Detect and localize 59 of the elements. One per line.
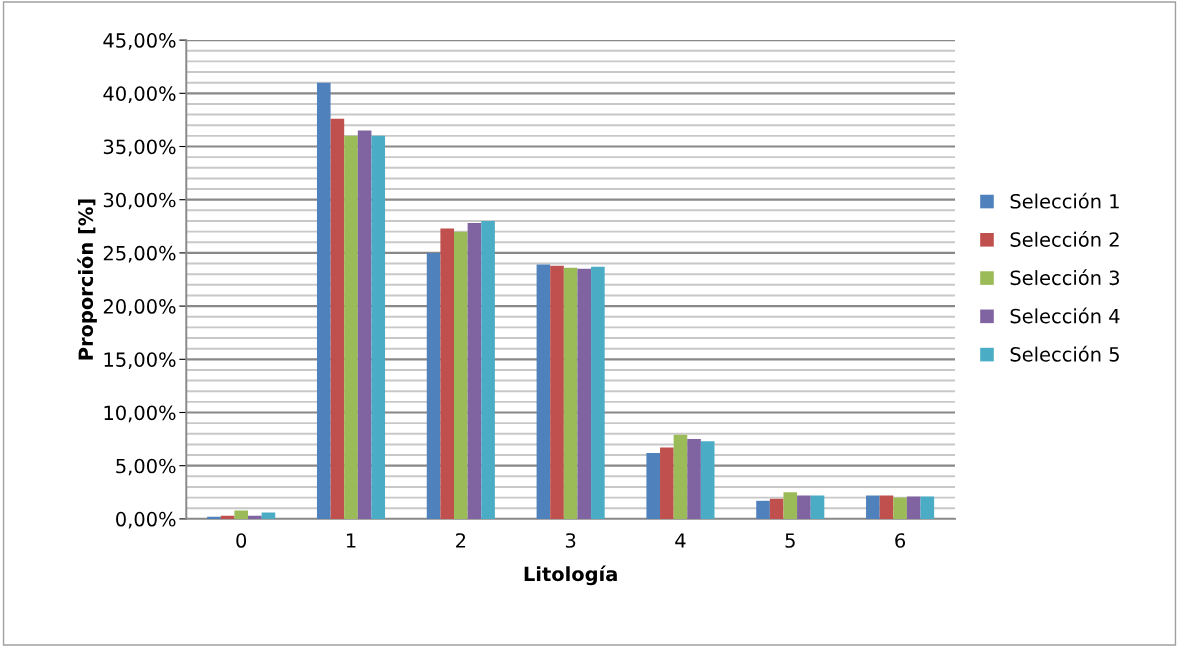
bar [660,447,674,519]
bar [687,439,701,519]
bar [646,452,661,519]
y-tick-label: 0,00% [116,511,176,529]
bar [316,82,331,519]
bar [481,220,495,519]
x-axis-title: Litología [524,565,617,586]
legend-label: Selección 1 [1010,192,1119,209]
bar [756,500,770,519]
x-tick-label: 6 [895,533,906,548]
y-tick-label: 25,00% [103,245,176,263]
bar [207,516,221,519]
y-tick-label: 15,00% [104,352,176,369]
y-tick-label: 35,00% [103,139,176,157]
bar [783,492,798,519]
bar [220,515,235,519]
bar [591,266,605,519]
bar [797,495,811,519]
bar [344,135,358,519]
bar [879,495,894,519]
legend-label: Selección 4 [1010,307,1120,324]
bar [536,264,551,519]
bar [248,515,262,519]
y-tick-label: 5,00% [116,458,176,476]
x-tick-label: 4 [675,533,686,548]
bar [866,495,880,519]
bar [467,223,482,519]
x-tick-label: 1 [346,533,356,548]
bar [893,497,907,519]
bar [920,496,935,519]
legend-label: Selección 2 [1010,231,1119,247]
bar [261,512,276,519]
bar [769,498,784,519]
x-tick-label: 2 [456,533,466,548]
y-tick-label: 30,00% [103,192,176,210]
bar [357,130,372,519]
y-tick-label: 45,00% [103,33,176,50]
bar [673,434,688,519]
bar [234,510,248,519]
x-tick-label: 3 [565,533,576,548]
y-tick-label: 40,00% [103,86,176,103]
bar [810,495,825,519]
bar [454,231,468,519]
bar [426,252,441,519]
x-tick-label: 0 [236,533,247,548]
bar [577,268,592,519]
legend-label: Selección 3 [1010,269,1120,286]
y-tick-label: 20,00% [103,299,176,316]
y-axis-title: Proporción [%] [77,199,97,360]
bar [371,135,386,519]
legend-label: Selección 5 [1010,345,1119,362]
bar [330,118,345,519]
bar [906,496,921,519]
bar [563,267,578,519]
x-tick-label: 5 [785,533,795,548]
bar [440,228,455,519]
bar [700,441,715,519]
bar [550,265,564,519]
y-tick-label: 10,00% [104,405,176,423]
